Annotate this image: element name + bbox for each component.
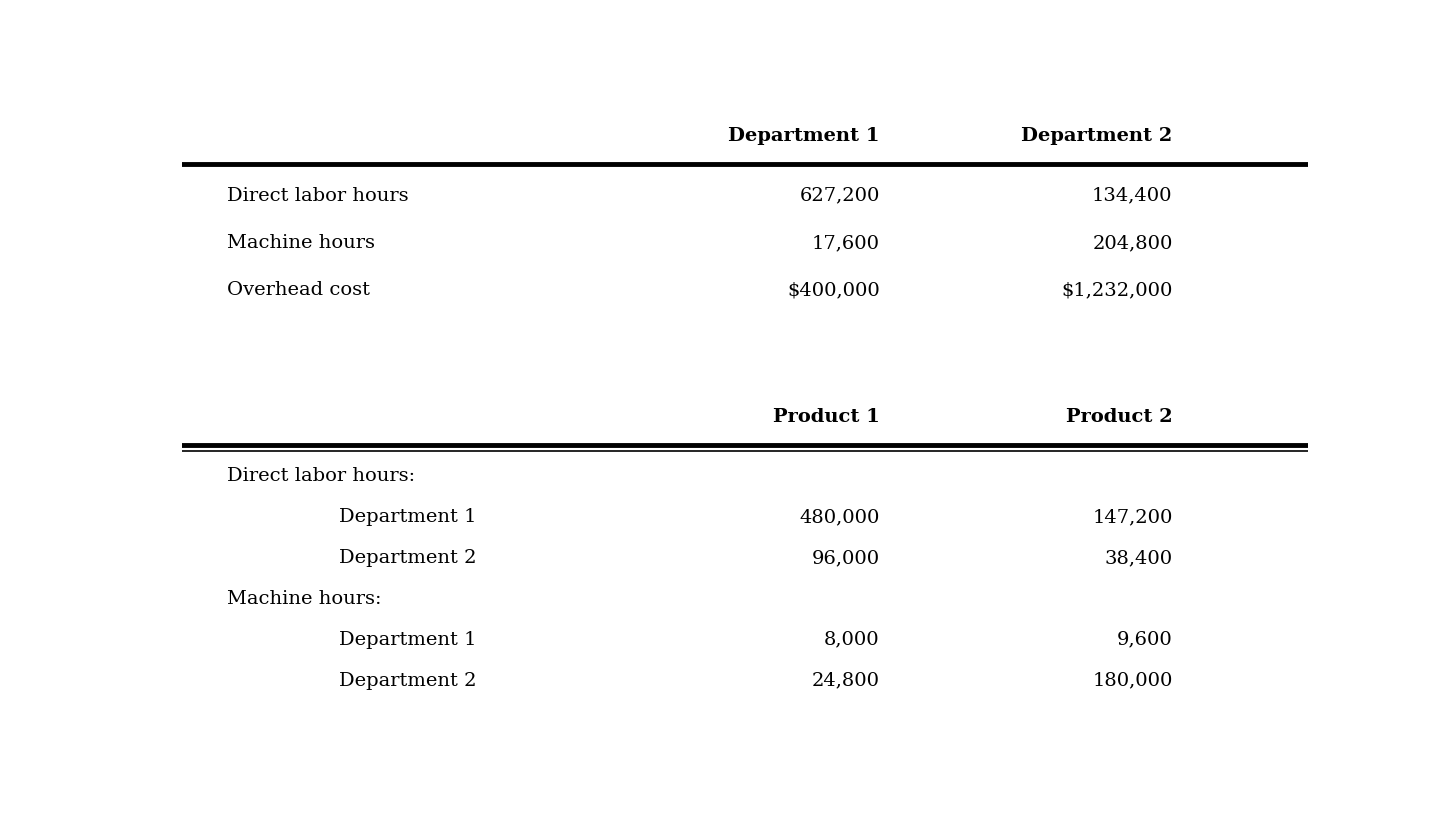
Text: Department 1: Department 1 [340,508,477,526]
Text: 8,000: 8,000 [824,631,881,649]
Text: 134,400: 134,400 [1093,187,1173,204]
Text: Department 1: Department 1 [340,631,477,649]
Text: 627,200: 627,200 [799,187,881,204]
Text: 204,800: 204,800 [1093,234,1173,252]
Text: Overhead cost: Overhead cost [227,281,369,299]
Text: 147,200: 147,200 [1093,508,1173,526]
Text: 480,000: 480,000 [799,508,881,526]
Text: Direct labor hours:: Direct labor hours: [227,467,414,485]
Text: $400,000: $400,000 [788,281,881,299]
Text: 38,400: 38,400 [1104,549,1173,567]
Text: 17,600: 17,600 [812,234,881,252]
Text: $1,232,000: $1,232,000 [1061,281,1173,299]
Text: 96,000: 96,000 [812,549,881,567]
Text: Department 1: Department 1 [728,128,881,146]
Text: Department 2: Department 2 [340,549,477,567]
Text: Product 2: Product 2 [1067,407,1173,425]
Text: Machine hours: Machine hours [227,234,375,252]
Text: Department 2: Department 2 [1021,128,1173,146]
Text: Product 1: Product 1 [773,407,881,425]
Text: Direct labor hours: Direct labor hours [227,187,408,204]
Text: Machine hours:: Machine hours: [227,590,381,608]
Text: 180,000: 180,000 [1093,672,1173,690]
Text: 24,800: 24,800 [812,672,881,690]
Text: Department 2: Department 2 [340,672,477,690]
Text: 9,600: 9,600 [1117,631,1173,649]
